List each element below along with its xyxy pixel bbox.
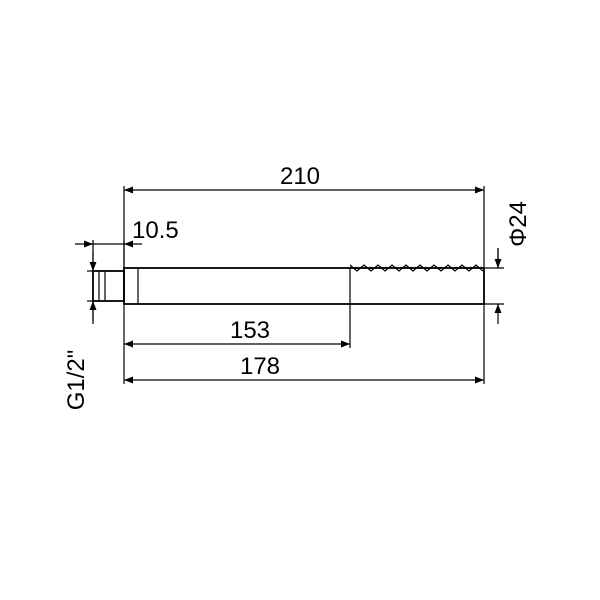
dim-210: 210 <box>280 163 320 190</box>
thread-connector <box>93 271 124 301</box>
shower-body <box>124 268 484 304</box>
technical-drawing: 210 10.5 153 178 Φ24 G1/2" <box>0 0 600 600</box>
dim-153: 153 <box>230 317 270 344</box>
dim-diameter: Φ24 <box>505 201 532 247</box>
dim-10-5: 10.5 <box>132 217 179 244</box>
dim-178: 178 <box>240 353 280 380</box>
dim-thread: G1/2" <box>63 350 90 411</box>
